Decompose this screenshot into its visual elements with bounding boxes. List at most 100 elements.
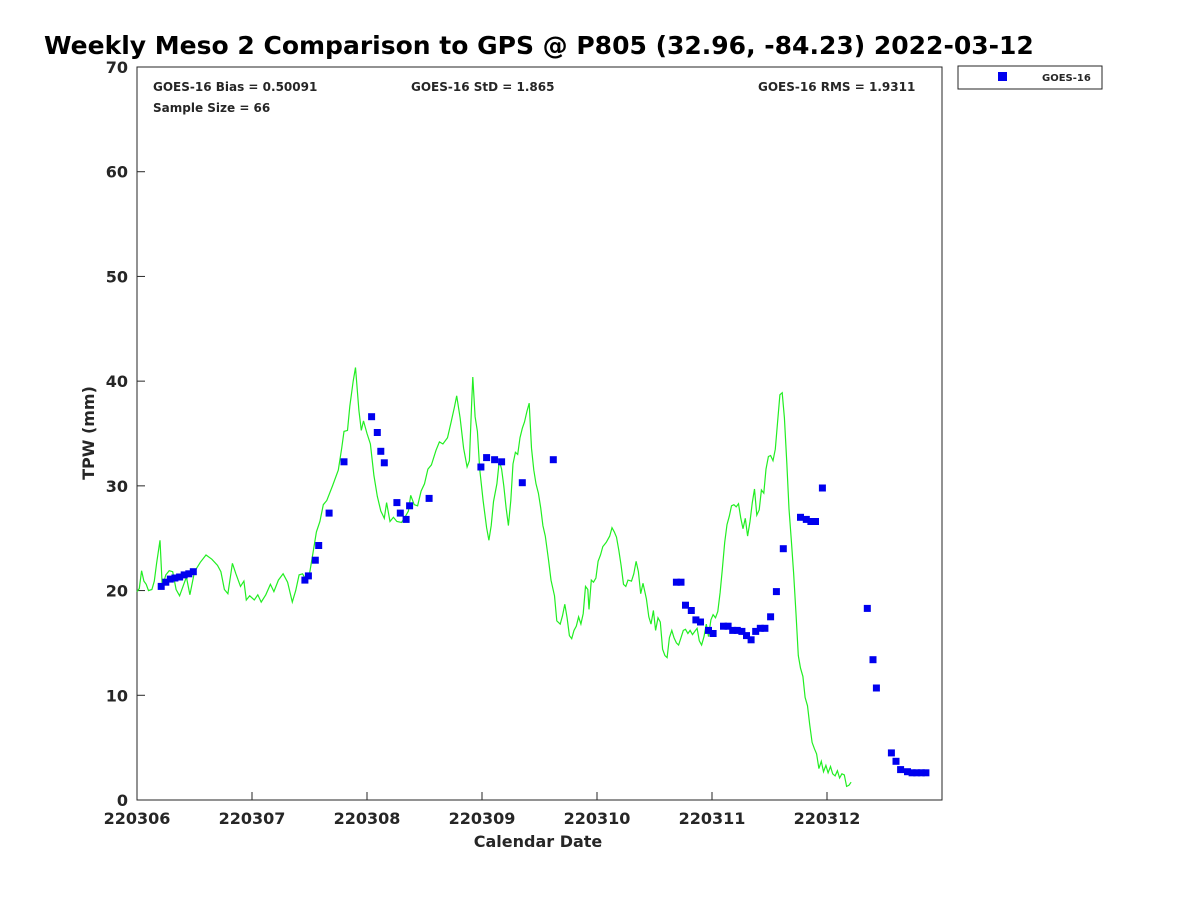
goes-16-point bbox=[724, 622, 732, 630]
y-tick-label: 30 bbox=[106, 477, 128, 496]
goes-16-point bbox=[687, 607, 695, 614]
goes-16-point bbox=[869, 656, 877, 664]
goes-16-point bbox=[325, 509, 333, 517]
goes-16-point bbox=[672, 578, 680, 586]
x-axis: 220306 220307 220308 220309 220310 220311 2203… bbox=[104, 792, 861, 828]
goes-16-point bbox=[380, 459, 388, 467]
y-tick-label: 20 bbox=[106, 582, 128, 601]
goes-16-point bbox=[797, 513, 804, 521]
chart-title: Weekly Meso 2 Comparison to GPS @ P805 (… bbox=[44, 31, 1034, 60]
x-axis-label: Calendar Date bbox=[474, 832, 603, 851]
goes-16-point bbox=[913, 769, 921, 777]
goes-16-point bbox=[892, 757, 900, 765]
x-tick-label: 220311 bbox=[679, 809, 746, 828]
goes-16-point bbox=[812, 518, 819, 525]
x-tick-label: 220309 bbox=[449, 809, 516, 828]
goes-16-point bbox=[176, 573, 184, 581]
goes-16-point bbox=[752, 627, 760, 635]
goes-16-point bbox=[393, 499, 401, 507]
goes-16-point bbox=[692, 616, 700, 624]
goes-16-point bbox=[171, 574, 179, 582]
y-axis: 0 10 20 30 40 50 60 70 bbox=[106, 58, 145, 810]
gps-line bbox=[136, 367, 852, 788]
goes-16-point bbox=[720, 622, 727, 630]
goes-16-point bbox=[922, 769, 930, 777]
goes-16-point bbox=[518, 479, 526, 487]
goes-16-point bbox=[377, 447, 385, 455]
y-tick-label: 60 bbox=[106, 163, 128, 182]
goes-16-point bbox=[491, 456, 499, 464]
y-tick-label: 50 bbox=[106, 267, 128, 286]
stat-sample-size: Sample Size = 66 bbox=[153, 101, 270, 115]
x-tick-label: 220312 bbox=[794, 809, 861, 828]
goes-16-point bbox=[705, 626, 712, 634]
goes-16-point bbox=[818, 484, 826, 492]
goes-16-point bbox=[315, 542, 323, 549]
legend-marker bbox=[998, 72, 1007, 81]
goes-16-point bbox=[185, 570, 193, 578]
y-tick-label: 0 bbox=[117, 791, 128, 810]
goes-16-point bbox=[897, 766, 905, 774]
goes-16-point bbox=[807, 518, 815, 525]
legend-box bbox=[957, 65, 1103, 90]
goes-16-point bbox=[483, 454, 491, 462]
goes-16-point bbox=[180, 571, 188, 579]
goes-16-point bbox=[498, 458, 506, 466]
goes-16-point bbox=[406, 502, 414, 510]
x-tick-label: 220307 bbox=[219, 809, 286, 828]
plot-frame bbox=[136, 66, 943, 801]
goes-16-point bbox=[747, 636, 755, 644]
goes-16-point bbox=[368, 413, 376, 421]
plot-area: 0 10 20 30 40 50 60 70 220306 220307 220308 220309… bbox=[104, 58, 943, 828]
goes-16-point bbox=[304, 572, 312, 580]
x-tick-label: 220308 bbox=[334, 809, 401, 828]
goes-16-point bbox=[733, 626, 741, 634]
goes-16-point bbox=[802, 515, 810, 523]
goes-16-point bbox=[761, 624, 769, 632]
goes-16-point bbox=[779, 545, 787, 553]
goes-16-point bbox=[157, 582, 165, 590]
goes-16-point bbox=[709, 630, 717, 637]
goes-16-point bbox=[425, 494, 433, 502]
goes-16-point bbox=[697, 618, 704, 626]
goes-16-point bbox=[373, 429, 381, 436]
goes-16-point bbox=[402, 515, 410, 523]
goes-16-point bbox=[311, 556, 319, 564]
goes-16-point bbox=[166, 575, 174, 583]
goes-16-point bbox=[396, 509, 404, 517]
goes-16-point bbox=[917, 769, 925, 777]
x-tick-label: 220310 bbox=[564, 809, 631, 828]
x-tick-label: 220306 bbox=[104, 809, 171, 828]
goes-16-point bbox=[863, 604, 871, 612]
goes-16-point bbox=[772, 588, 780, 596]
legend-label: GOES-16 bbox=[1042, 73, 1091, 84]
y-tick-label: 70 bbox=[106, 58, 128, 77]
series-goes-16 bbox=[157, 413, 930, 777]
goes-16-point bbox=[738, 627, 746, 635]
stat-rms: GOES-16 RMS = 1.9311 bbox=[758, 80, 915, 94]
goes-16-point bbox=[162, 578, 170, 586]
goes-16-point bbox=[743, 632, 750, 640]
goes-16-point bbox=[340, 458, 348, 466]
y-axis-label: TPW (mm) bbox=[79, 386, 98, 480]
goes-16-point bbox=[872, 684, 880, 692]
goes-16-point bbox=[301, 576, 309, 584]
goes-16-point bbox=[189, 568, 197, 576]
goes-16-point bbox=[767, 613, 775, 621]
goes-16-point bbox=[904, 768, 911, 776]
legend: GOES-16 bbox=[957, 65, 1103, 90]
y-tick-label: 40 bbox=[106, 372, 128, 391]
y-tick-label: 10 bbox=[106, 686, 128, 705]
goes-16-point bbox=[549, 456, 557, 464]
goes-16-point bbox=[677, 578, 685, 586]
stat-std: GOES-16 StD = 1.865 bbox=[411, 80, 554, 94]
goes-16-point bbox=[887, 749, 895, 757]
goes-16-point bbox=[729, 626, 737, 634]
stat-bias: GOES-16 Bias = 0.50091 bbox=[153, 80, 317, 94]
series-gps bbox=[136, 367, 852, 788]
goes-16-point bbox=[908, 769, 916, 777]
goes-16-point bbox=[682, 601, 689, 609]
goes-16-point bbox=[477, 463, 485, 471]
goes-16-point bbox=[756, 624, 764, 632]
